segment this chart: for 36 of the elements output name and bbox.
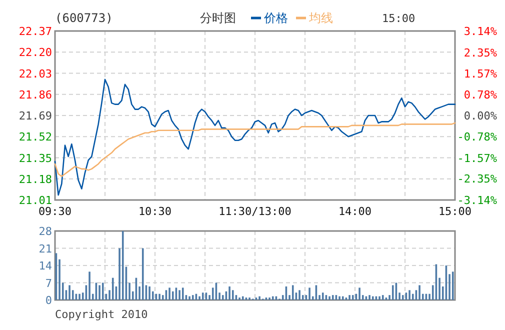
y2-tick-label: 3.14% bbox=[464, 25, 498, 38]
line-series bbox=[54, 78, 456, 196]
y-tick-label: 21.18 bbox=[18, 172, 52, 186]
x-tick-label: 09:30 bbox=[38, 205, 72, 218]
chart-subtitle: 分时图 bbox=[200, 11, 236, 25]
line-series bbox=[54, 122, 456, 178]
y-tick-label: 28 bbox=[38, 225, 52, 238]
y-tick-label: 21.69 bbox=[18, 110, 52, 122]
x-tick-label: 14:00 bbox=[338, 205, 372, 218]
text: Copyright 2010 bbox=[55, 308, 148, 321]
x-tick-label: 10:30 bbox=[138, 205, 172, 218]
y-tick-label: 7 bbox=[45, 276, 52, 290]
y2-tick-label: 0.00% bbox=[464, 110, 498, 122]
chart-title: (600773) bbox=[55, 11, 113, 25]
y2-tick-label: -0.78% bbox=[457, 130, 498, 144]
y-tick-label: 21.86 bbox=[18, 88, 52, 102]
y-tick-label: 21.35 bbox=[18, 152, 52, 165]
y2-tick-label: -1.57% bbox=[457, 152, 498, 165]
text: 15:00 bbox=[382, 12, 416, 25]
y-tick-label: 22.37 bbox=[18, 25, 52, 38]
legend-label: 价格 bbox=[263, 11, 288, 25]
y-tick-label: 0 bbox=[45, 294, 52, 307]
y2-tick-label: -3.14% bbox=[457, 194, 498, 207]
y-tick-label: 21.01 bbox=[18, 194, 52, 207]
y2-tick-label: 0.78% bbox=[464, 88, 498, 102]
legend-label: 均线 bbox=[308, 11, 333, 25]
y-tick-label: 21.52 bbox=[18, 130, 52, 144]
y-tick-label: 22.03 bbox=[18, 67, 52, 80]
y2-tick-label: -2.35% bbox=[457, 172, 498, 186]
y2-tick-label: 2.35% bbox=[464, 46, 498, 60]
y2-tick-label: 1.57% bbox=[464, 67, 498, 80]
y-tick-label: 14 bbox=[38, 260, 52, 272]
x-tick-label: 11:30/13:00 bbox=[218, 205, 292, 218]
y-tick-label: 22.20 bbox=[18, 46, 52, 60]
x-tick-label: 15:00 bbox=[438, 205, 472, 218]
y-tick-label: 21 bbox=[38, 242, 52, 256]
